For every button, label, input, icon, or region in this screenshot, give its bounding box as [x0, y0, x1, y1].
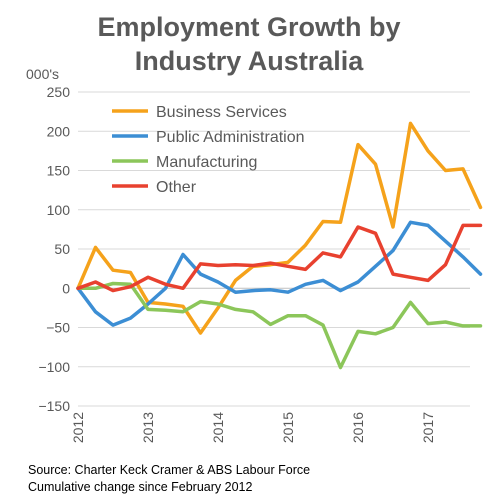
y-tick-label: 0 — [62, 280, 70, 296]
y-tick-label: 250 — [47, 84, 71, 100]
x-tick-label: 2014 — [210, 412, 226, 443]
y-tick-label: −50 — [46, 320, 70, 336]
legend-label: Business Services — [156, 104, 287, 121]
series-line-manufacturing — [76, 281, 483, 370]
y-tick-label: −150 — [38, 398, 70, 414]
x-tick-label: 2015 — [280, 412, 296, 443]
series-line-public-administration — [76, 220, 483, 327]
chart-title: Employment Growth by Industry Australia — [0, 10, 498, 78]
series-line-business-services — [76, 121, 483, 335]
legend-label: Other — [156, 179, 197, 196]
x-tick-label: 2013 — [140, 412, 156, 443]
chart-title-line-2: Industry Australia — [134, 46, 364, 76]
x-tick-label: 2016 — [350, 412, 366, 443]
source-line-1: Source: Charter Keck Cramer & ABS Labour… — [28, 463, 311, 477]
y-tick-label: −100 — [38, 359, 70, 375]
y-tick-label: 200 — [47, 123, 71, 139]
x-tick-label: 2017 — [420, 412, 436, 443]
y-tick-label: 50 — [54, 241, 70, 257]
y-tick-label: 100 — [47, 202, 71, 218]
legend-label: Public Administration — [156, 129, 305, 146]
legend-label: Manufacturing — [156, 154, 257, 171]
source-line-2: Cumulative change since February 2012 — [28, 480, 253, 494]
chart-title-line-1: Employment Growth by — [97, 12, 401, 42]
source-note: Source: Charter Keck Cramer & ABS Labour… — [28, 462, 310, 496]
y-tick-label: 150 — [47, 163, 71, 179]
series-line-other — [76, 223, 483, 293]
x-tick-label: 2012 — [70, 412, 86, 443]
y-axis-unit-label: 000's — [26, 66, 60, 82]
